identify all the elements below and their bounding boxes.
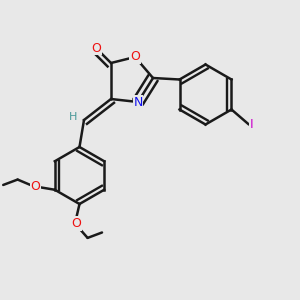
Text: I: I: [250, 118, 254, 131]
Text: O: O: [71, 217, 81, 230]
Text: O: O: [130, 50, 140, 64]
Text: O: O: [91, 41, 101, 55]
Text: O: O: [31, 180, 40, 193]
Text: H: H: [69, 112, 78, 122]
Text: N: N: [133, 95, 143, 109]
